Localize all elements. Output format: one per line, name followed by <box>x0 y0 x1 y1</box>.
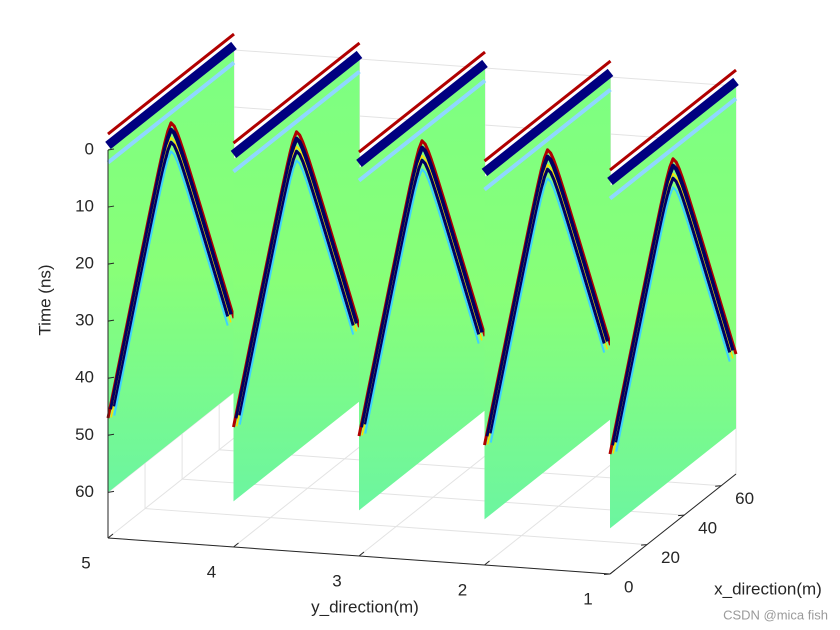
y-tick <box>233 542 239 548</box>
hyperbola <box>238 149 355 416</box>
hyperbola <box>615 186 731 452</box>
z-tick <box>107 433 115 436</box>
direct-wave <box>105 41 237 149</box>
z-tick-label: 40 <box>75 368 94 387</box>
z-tick-label: 30 <box>75 311 94 330</box>
slice-plane <box>359 68 485 511</box>
y-tick <box>609 569 616 575</box>
y-tick-label: 2 <box>458 580 467 599</box>
direct-wave <box>483 59 612 163</box>
slice <box>607 68 739 529</box>
y-tick-label: 4 <box>207 562 216 581</box>
z-tick-label: 10 <box>75 197 94 216</box>
x-tick-label: 60 <box>735 489 754 508</box>
hyperbola <box>238 159 355 425</box>
x-axis <box>609 473 737 575</box>
hyperbola <box>360 145 484 428</box>
slice <box>230 41 363 502</box>
hyperbola <box>614 176 732 443</box>
direct-wave <box>106 60 236 165</box>
direct-wave <box>232 69 361 174</box>
z-tick <box>107 205 115 208</box>
x-tick <box>641 544 648 546</box>
direct-wave <box>230 50 363 158</box>
direct-wave <box>609 68 737 172</box>
y-tick-label: 5 <box>81 553 90 572</box>
hyperbola <box>109 127 233 410</box>
direct-wave <box>357 78 487 183</box>
y-tick-label: 1 <box>583 589 592 608</box>
hyperbola <box>611 163 735 446</box>
y-tick <box>484 560 490 566</box>
slice-plane <box>484 77 611 520</box>
hyperbola <box>489 167 606 434</box>
slice <box>356 50 488 511</box>
x-tick-label: 40 <box>698 519 717 538</box>
slice <box>105 32 237 493</box>
direct-wave <box>356 59 488 167</box>
hyperbola <box>112 140 230 407</box>
slice-plane <box>610 86 736 529</box>
direct-wave <box>107 32 235 136</box>
x-tick <box>715 485 722 487</box>
z-tick-label: 50 <box>75 425 94 444</box>
hyperbola <box>364 168 480 434</box>
x-axis-label: x_direction(m) <box>714 579 822 598</box>
x-tick <box>603 573 611 575</box>
direct-wave <box>481 68 614 176</box>
hyperbola <box>363 158 481 425</box>
x-tick <box>678 514 685 517</box>
direct-wave <box>607 77 739 185</box>
z-tick <box>107 319 115 322</box>
z-tick-label: 60 <box>75 482 94 501</box>
direct-wave <box>483 87 612 192</box>
hyperbola <box>485 154 610 437</box>
direct-wave <box>608 96 738 201</box>
y-tick <box>107 533 114 539</box>
z-axis-label: Time (ns) <box>35 264 54 335</box>
direct-wave <box>232 41 361 145</box>
z-tick-label: 0 <box>85 139 94 158</box>
z-tick <box>107 148 115 151</box>
hyperbola <box>489 177 606 443</box>
direct-wave <box>358 50 486 154</box>
slice-plane <box>233 59 360 502</box>
y-tick <box>358 551 365 557</box>
watermark: CSDN @mica fish <box>723 607 828 622</box>
x-tick-label: 0 <box>624 577 633 596</box>
z-tick-label: 20 <box>75 254 94 273</box>
y-axis-label: y_direction(m) <box>311 597 419 616</box>
x-tick-label: 20 <box>661 548 680 567</box>
slice <box>481 59 614 520</box>
z-tick <box>107 376 115 379</box>
hyperbola <box>113 150 229 416</box>
y-tick-label: 3 <box>332 571 341 590</box>
slice-plane <box>108 50 234 493</box>
z-tick <box>107 490 115 493</box>
z-tick <box>107 262 115 265</box>
slices <box>105 32 739 529</box>
hyperbola <box>234 136 359 419</box>
